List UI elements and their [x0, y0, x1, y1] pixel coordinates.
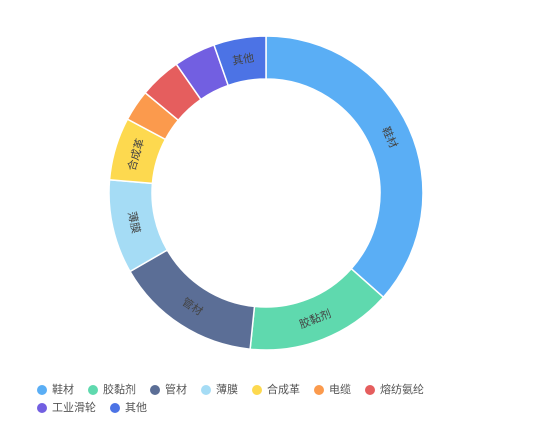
- legend-dot-icon: [37, 403, 47, 413]
- legend-item-2[interactable]: 胶黏剂: [88, 383, 136, 397]
- legend-label: 工业滑轮: [52, 401, 96, 414]
- slice-2[interactable]: [249, 267, 385, 351]
- legend-item-9[interactable]: 其他: [110, 401, 147, 415]
- legend-label: 电缆: [329, 383, 351, 396]
- legend-label: 胶黏剂: [103, 383, 136, 396]
- legend-item-3[interactable]: 管材: [150, 383, 187, 397]
- legend-dot-icon: [150, 385, 160, 395]
- legend-dot-icon: [37, 385, 47, 395]
- legend-dot-icon: [252, 385, 262, 395]
- legend-item-6[interactable]: 电缆: [314, 383, 351, 397]
- legend-item-8[interactable]: 工业滑轮: [37, 401, 96, 415]
- chart-legend: 鞋材 胶黏剂 管材 薄膜 合成革 电缆 熔纺氨纶工业滑轮 其他: [37, 383, 507, 415]
- slice-label-9: 其他: [231, 51, 255, 68]
- legend-label: 鞋材: [52, 383, 74, 396]
- slice-1[interactable]: [265, 35, 424, 299]
- slice-label-4: 薄膜: [125, 210, 143, 235]
- legend-label: 薄膜: [216, 383, 238, 396]
- legend-label: 合成革: [267, 383, 300, 396]
- legend-item-1[interactable]: 鞋材: [37, 383, 74, 397]
- legend-dot-icon: [201, 385, 211, 395]
- legend-label: 管材: [165, 383, 187, 396]
- legend-item-7[interactable]: 熔纺氨纶: [365, 383, 424, 397]
- legend-dot-icon: [110, 403, 120, 413]
- slice-9[interactable]: [213, 35, 267, 87]
- legend-dot-icon: [365, 385, 375, 395]
- legend-label: 熔纺氨纶: [380, 383, 424, 396]
- legend-dot-icon: [88, 385, 98, 395]
- legend-item-5[interactable]: 合成革: [252, 383, 300, 397]
- legend-dot-icon: [314, 385, 324, 395]
- legend-item-4[interactable]: 薄膜: [201, 383, 238, 397]
- legend-label: 其他: [125, 401, 147, 414]
